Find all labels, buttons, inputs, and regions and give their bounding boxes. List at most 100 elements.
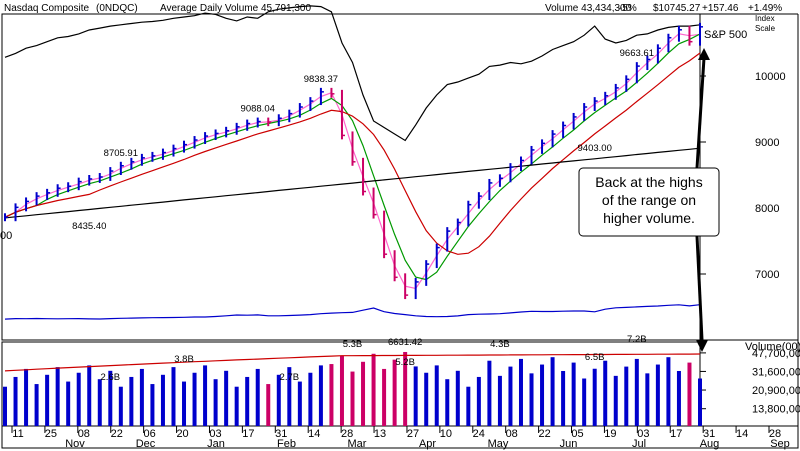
x-tick-label: 06: [144, 428, 156, 440]
month-label: Jan: [207, 438, 225, 450]
sp500-label: S&P 500: [704, 29, 747, 41]
average-daily-volume: Average Daily Volume 45,791,300: [160, 3, 311, 14]
scale-label: Scale: [755, 24, 776, 33]
price-annotation: 9838.37: [304, 74, 338, 85]
volume-axis-label: Volume(00): [745, 341, 800, 353]
volume-bar: [655, 364, 660, 426]
month-label: Nov: [65, 438, 85, 450]
volume-bar: [203, 365, 208, 426]
price-bars: [4, 22, 703, 300]
x-tick-label: 05: [571, 428, 583, 440]
arrow-head-volume: [696, 340, 708, 352]
volume-bar: [76, 372, 81, 426]
volume-bar: [118, 386, 123, 426]
last-price: $10745.27: [653, 3, 701, 14]
arrow-to-volume: [695, 235, 704, 341]
volume-average-line: [4, 353, 701, 372]
price-tick-label: 10000: [755, 71, 786, 83]
volume-bar: [97, 379, 102, 426]
index-label: Index: [755, 14, 775, 23]
volume-annotation: 2.7B: [280, 372, 300, 383]
volume-bar: [413, 366, 418, 426]
volume-bar: [466, 386, 471, 426]
volume-bar: [339, 355, 344, 426]
volume-bar: [434, 365, 439, 426]
volume-readout: Volume 43,434,300: [545, 3, 632, 14]
volume-bar: [139, 368, 144, 426]
month-label: May: [488, 438, 509, 450]
volume-bar: [308, 372, 313, 426]
month-label: Feb: [277, 438, 296, 450]
callout-line-2: of the range on: [602, 192, 696, 208]
volume-bar: [329, 364, 334, 426]
volume-bar: [45, 374, 50, 426]
month-label: Sep: [770, 438, 790, 450]
volume-tick-label: 13,800,000: [752, 404, 800, 416]
ma50-line: [4, 52, 701, 255]
ma200-line: [4, 147, 701, 219]
volume-axis: 47,700,000 31,600,000 20,900,000 13,800,000: [700, 348, 800, 416]
arrow-head-price: [698, 48, 710, 60]
month-label: Dec: [136, 438, 156, 450]
volume-bar: [582, 378, 587, 426]
volume-bar: [518, 358, 523, 426]
x-tick-label: 25: [45, 428, 57, 440]
price-change-percent: +1.49%: [748, 3, 782, 14]
x-tick-label: 03: [637, 428, 649, 440]
arrow-to-price: [695, 57, 706, 169]
volume-bar: [234, 386, 239, 426]
x-tick-label: 17: [670, 428, 682, 440]
volume-bar: [613, 375, 618, 426]
rs-line: [4, 304, 701, 320]
price-change: +157.46: [702, 3, 739, 14]
volume-bar: [13, 376, 18, 426]
volume-annotation: 3.8B: [174, 354, 194, 365]
relative-strength-line-group: [4, 304, 701, 320]
volume-bar: [350, 371, 355, 426]
volume-bar: [403, 351, 408, 426]
volume-bar: [382, 368, 387, 426]
x-tick-label: 22: [538, 428, 550, 440]
index-name: Nasdaq Composite: [4, 3, 89, 14]
volume-bar: [487, 360, 492, 426]
volume-bar: [645, 373, 650, 426]
volume-bar: [150, 384, 155, 426]
x-tick-label: 14: [736, 428, 748, 440]
x-tick-label: 31: [275, 428, 287, 440]
x-tick-label: 03: [209, 428, 221, 440]
price-tick-label: 9000: [755, 137, 779, 149]
volume-bar: [698, 378, 702, 426]
volume-bar: [287, 367, 292, 426]
price-annotation: 9088.04: [241, 104, 275, 115]
volume-annotation: 6.5B: [585, 352, 605, 363]
volume-bar: [245, 376, 250, 426]
volume-bar: [666, 357, 671, 426]
volume-bar: [266, 384, 271, 426]
volume-annotation: 4.3B: [490, 339, 510, 350]
volume-bar: [508, 366, 513, 426]
volume-bar: [497, 375, 502, 426]
volume-bar: [318, 365, 323, 426]
x-tick-label: 10: [440, 428, 452, 440]
x-tick-label: 22: [111, 428, 123, 440]
volume-bar: [561, 370, 566, 426]
volume-bar: [371, 353, 376, 426]
volume-bar: [634, 358, 639, 426]
x-tick-label: 20: [176, 428, 188, 440]
symbol: (0NDQC): [96, 3, 138, 14]
month-label: Jun: [560, 438, 578, 450]
price-annotation: 9663.61: [620, 48, 654, 59]
price-tick-label: 7000: [755, 269, 779, 281]
volume-bar: [276, 374, 281, 426]
month-label: Apr: [419, 438, 436, 450]
volume-bar: [87, 365, 92, 426]
volume-tick-label: 47,700,000: [752, 348, 800, 360]
volume-bar: [160, 374, 165, 426]
volume-bar: [624, 366, 629, 426]
date-axis: 11 25 08 22 06 20 03 17 31 14 28 13 27 10 24 08 22 05 19 03…: [11, 426, 790, 450]
volume-bar: [455, 370, 460, 426]
volume-bar: [224, 370, 229, 426]
volume-bar: [255, 368, 260, 426]
x-tick-label: 08: [506, 428, 518, 440]
volume-bar: [55, 367, 60, 426]
